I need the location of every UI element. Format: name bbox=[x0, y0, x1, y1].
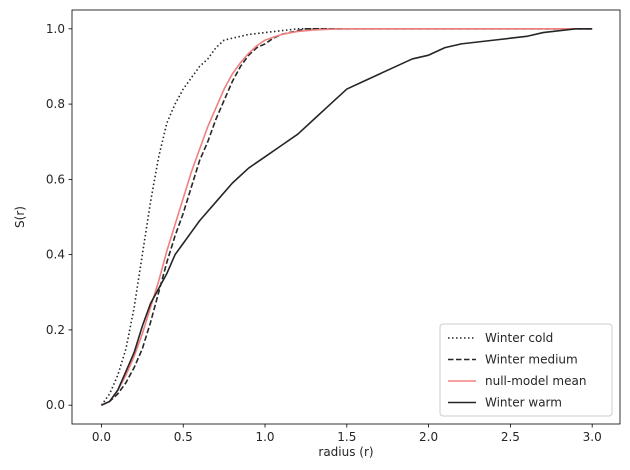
y-tick-label: 0.8 bbox=[46, 97, 65, 111]
x-tick-label: 3.0 bbox=[583, 430, 602, 444]
x-tick-label: 1.5 bbox=[337, 430, 356, 444]
legend: Winter cold Winter medium null-model mean W… bbox=[439, 323, 613, 417]
series-line-null-model-mean bbox=[101, 28, 593, 406]
x-tick-label: 0.5 bbox=[174, 430, 193, 444]
legend-box bbox=[439, 323, 613, 417]
y-tick-label: 1.0 bbox=[46, 22, 65, 36]
plot-frame bbox=[71, 9, 621, 425]
y-tick-label: 0.2 bbox=[46, 323, 65, 337]
x-tick-label: 2.0 bbox=[419, 430, 438, 444]
series-line-winter-cold bbox=[100, 28, 593, 406]
y-tick-label: 0.0 bbox=[46, 398, 65, 412]
y-axis-ticks: 0.0 0.2 0.4 0.6 0.8 1.0 bbox=[46, 22, 72, 412]
x-tick-label: 0.0 bbox=[92, 430, 111, 444]
y-tick-label: 0.6 bbox=[46, 172, 65, 186]
legend-label: Winter warm bbox=[485, 396, 562, 410]
series-line-winter-warm bbox=[101, 28, 593, 406]
legend-label: null-model mean bbox=[485, 374, 586, 388]
y-tick-label: 0.4 bbox=[46, 248, 65, 262]
legend-label: Winter cold bbox=[485, 331, 553, 345]
x-axis-ticks: 0.0 0.5 1.0 1.5 2.0 2.5 3.0 bbox=[92, 424, 602, 444]
y-axis-label: S(r) bbox=[13, 206, 27, 228]
x-tick-label: 2.5 bbox=[501, 430, 520, 444]
plot-lines bbox=[100, 28, 593, 406]
legend-label: Winter medium bbox=[485, 353, 578, 367]
x-tick-label: 1.0 bbox=[255, 430, 274, 444]
x-axis-label: radius (r) bbox=[318, 445, 373, 459]
